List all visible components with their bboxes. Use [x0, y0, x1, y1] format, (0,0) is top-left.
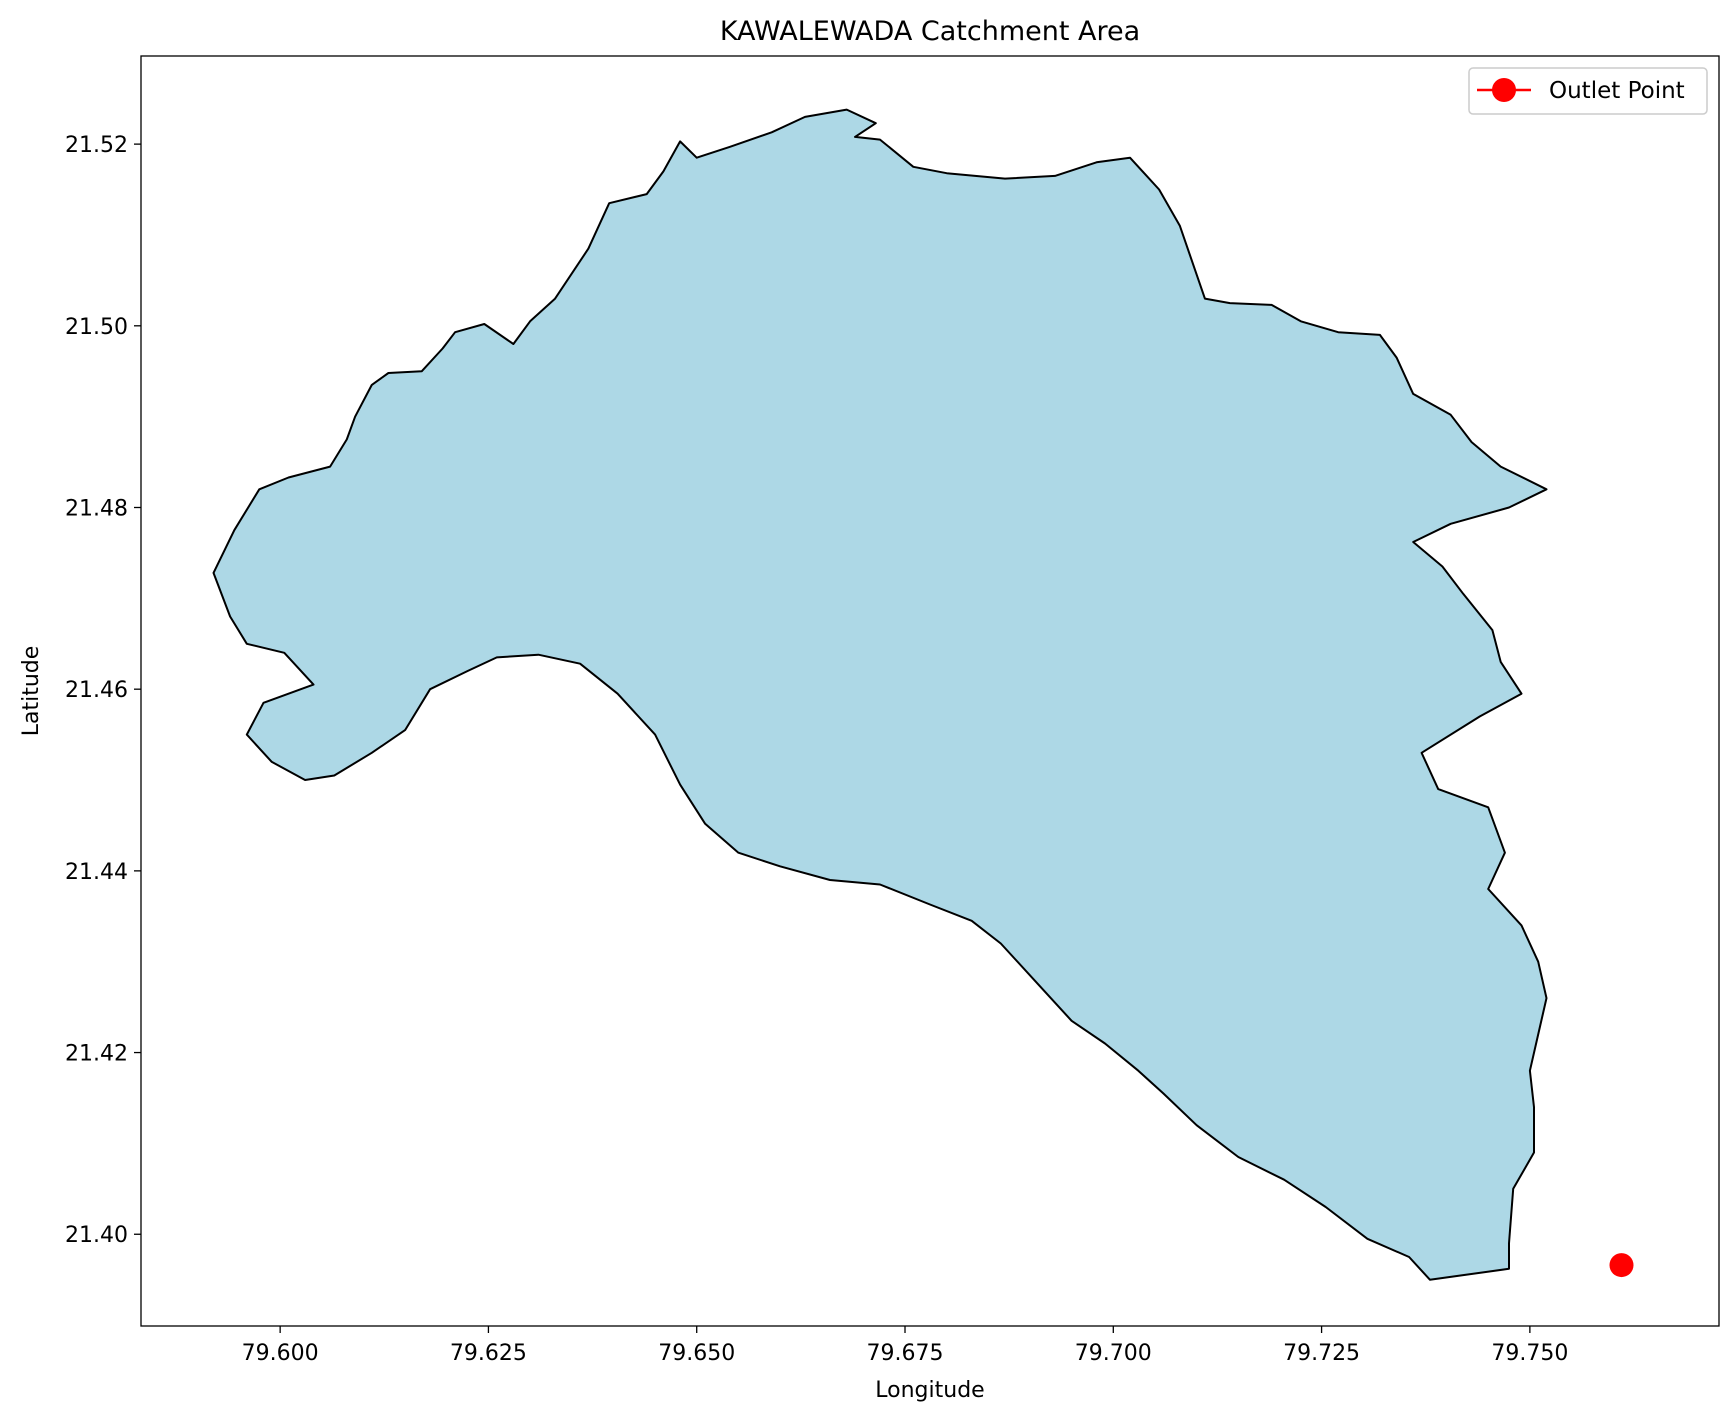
y-tick-label: 21.48: [65, 496, 128, 521]
outlet-point-marker: [1609, 1253, 1634, 1278]
legend: Outlet Point: [1468, 67, 1708, 115]
x-axis-label: Longitude: [875, 1378, 984, 1403]
y-tick-label: 21.40: [65, 1223, 128, 1248]
y-tick-label: 21.44: [65, 860, 128, 885]
x-tick-label: 79.700: [1075, 1341, 1152, 1366]
plot-frame: [140, 55, 1720, 1327]
legend-frame: [1468, 67, 1708, 115]
y-tick-label: 21.46: [65, 678, 128, 703]
x-tick-label: 79.750: [1491, 1341, 1568, 1366]
x-tick-label: 79.675: [867, 1341, 944, 1366]
y-tick-label: 21.42: [65, 1042, 128, 1067]
chart-title: KAWALEWADA Catchment Area: [720, 16, 1140, 47]
legend-outlet-label: Outlet Point: [1549, 78, 1685, 104]
catchment-polygon: [212, 108, 1548, 1281]
y-axis-label: Latitude: [19, 646, 44, 737]
y-tick-label: 21.50: [65, 315, 128, 340]
x-tick-label: 79.650: [658, 1341, 735, 1366]
y-tick-label: 21.52: [65, 133, 128, 158]
x-tick-label: 79.600: [242, 1341, 319, 1366]
x-tick-label: 79.625: [450, 1341, 527, 1366]
legend-outlet-marker: [1492, 78, 1516, 102]
x-tick-label: 79.725: [1283, 1341, 1360, 1366]
